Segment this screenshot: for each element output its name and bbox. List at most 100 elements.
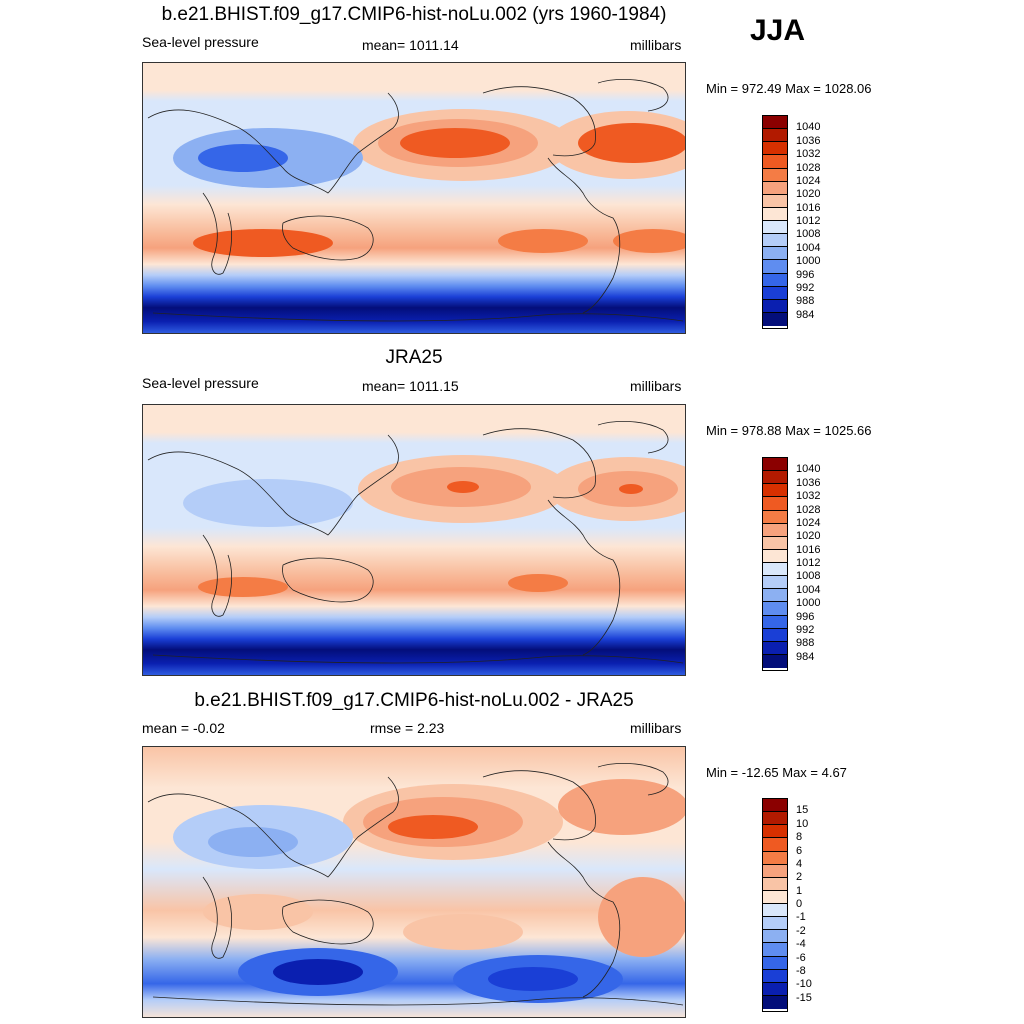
panel-3-title: b.e21.BHIST.f09_g17.CMIP6-hist-noLu.002 …: [194, 690, 634, 711]
colorbar-2-boxes: [763, 458, 787, 668]
colorbar-tick-label: 1024: [796, 174, 821, 187]
panel-1-map-svg: [143, 63, 685, 333]
colorbar-swatch: [763, 194, 787, 208]
colorbar-tick-label: 8: [796, 831, 803, 844]
panel-2-map-svg: [143, 405, 685, 675]
colorbar-swatch: [763, 982, 787, 996]
colorbar-swatch: [763, 286, 787, 300]
panel-2-minmax: Min = 978.88 Max = 1025.66: [706, 423, 872, 438]
panel-3-map-svg: [143, 747, 685, 1017]
colorbar-swatch: [763, 917, 787, 931]
colorbar-tick-label: 1000: [796, 255, 821, 268]
colorbar-tick-label: 1004: [796, 583, 821, 596]
slp-field-bands: [143, 63, 685, 333]
colorbar-tick-label: 10: [796, 817, 809, 830]
colorbar-tick-label: 996: [796, 268, 815, 281]
colorbar-tick-label: 1016: [796, 543, 821, 556]
panel-2-map: [142, 404, 686, 676]
colorbar-tick-label: -4: [796, 938, 806, 951]
north-pacific-positive-core: [388, 815, 478, 839]
colorbar-swatch: [763, 641, 787, 655]
panel-3-minmax: Min = -12.65 Max = 4.67: [706, 765, 847, 780]
colorbar-swatch: [763, 930, 787, 944]
colorbar-tick-label: 1004: [796, 241, 821, 254]
colorbar-2: [762, 457, 788, 671]
colorbar-swatch: [763, 969, 787, 983]
colorbar-swatch: [763, 247, 787, 261]
colorbar-tick-label: 1012: [796, 557, 821, 569]
panel-2-left-label: Sea-level pressure: [142, 375, 259, 391]
colorbar-swatch: [763, 129, 787, 143]
season-label: JJA: [750, 14, 806, 47]
south-indian-high: [198, 577, 288, 597]
colorbar-swatch: [763, 956, 787, 970]
panel-3-map: [142, 746, 686, 1018]
south-pacific-positive: [403, 914, 523, 950]
colorbar-swatch: [763, 654, 787, 668]
colorbar-tick-label: 1000: [796, 597, 821, 610]
colorbar-tick-label: 984: [796, 650, 815, 663]
panel-1-map: [142, 62, 686, 334]
colorbar-tick-label: 0: [796, 898, 803, 910]
colorbar-tick-label: 1020: [796, 188, 821, 201]
colorbar-swatch: [763, 234, 787, 248]
colorbar-swatch: [763, 943, 787, 957]
colorbar-swatch: [763, 536, 787, 550]
southern-ocean-negative-west-core: [273, 959, 363, 985]
colorbar-swatch: [763, 510, 787, 524]
colorbar-1: [762, 115, 788, 329]
south-indian-high: [193, 229, 333, 257]
colorbar-tick-label: -10: [796, 978, 812, 991]
colorbar-3: [762, 798, 788, 1012]
colorbar-swatch: [763, 995, 787, 1009]
colorbar-swatch: [763, 273, 787, 287]
colorbar-swatch: [763, 116, 787, 130]
slp-field-bands: [143, 405, 685, 675]
colorbar-tick-label: 1032: [796, 148, 821, 161]
colorbar-tick-label: 1008: [796, 228, 821, 241]
colorbar-swatch: [763, 471, 787, 485]
colorbar-swatch: [763, 181, 787, 195]
azores-high-core: [578, 123, 685, 163]
south-atlantic-positive: [598, 877, 685, 957]
colorbar-swatch: [763, 890, 787, 904]
colorbar-tick-label: 1028: [796, 161, 821, 174]
colorbar-1-boxes: [763, 116, 787, 326]
north-pacific-high-core: [400, 128, 510, 158]
colorbar-tick-label: 1028: [796, 503, 821, 516]
colorbar-tick-label: -6: [796, 951, 806, 964]
colorbar-swatch: [763, 207, 787, 221]
panel-3-units-label: millibars: [630, 720, 682, 736]
panel-3-rmse-label: rmse = 2.23: [370, 720, 445, 736]
colorbar-tick-label: 1024: [796, 516, 821, 529]
colorbar-swatch: [763, 155, 787, 169]
colorbar-swatch: [763, 838, 787, 852]
colorbar-tick-label: 1040: [796, 463, 821, 476]
colorbar-tick-label: 1040: [796, 121, 821, 134]
colorbar-tick-label: 988: [796, 637, 815, 650]
asia-negative-core: [208, 827, 298, 857]
colorbar-swatch: [763, 628, 787, 642]
colorbar-swatch: [763, 851, 787, 865]
colorbar-tick-label: 1036: [796, 134, 821, 147]
south-pacific-high: [508, 574, 568, 592]
colorbar-3-boxes: [763, 799, 787, 1009]
panel-2-title: JRA25: [385, 347, 443, 368]
azores-high-core: [619, 484, 643, 494]
colorbar-swatch: [763, 497, 787, 511]
colorbar-swatch: [763, 864, 787, 878]
colorbar-swatch: [763, 260, 787, 274]
colorbar-tick-label: 984: [796, 308, 815, 321]
asian-low-core: [198, 144, 288, 172]
panel-1-mean-label: mean= 1011.14: [362, 37, 459, 53]
south-atlantic-high: [613, 229, 685, 253]
colorbar-tick-label: 992: [796, 623, 815, 636]
colorbar-tick-label: 988: [796, 295, 815, 308]
colorbar-tick-label: -2: [796, 924, 806, 937]
north-pacific-high-core: [447, 481, 479, 493]
colorbar-tick-label: -8: [796, 964, 806, 977]
colorbar-swatch: [763, 589, 787, 603]
colorbar-swatch: [763, 142, 787, 156]
colorbar-tick-label: 996: [796, 610, 815, 623]
colorbar-tick-label: 6: [796, 844, 803, 857]
